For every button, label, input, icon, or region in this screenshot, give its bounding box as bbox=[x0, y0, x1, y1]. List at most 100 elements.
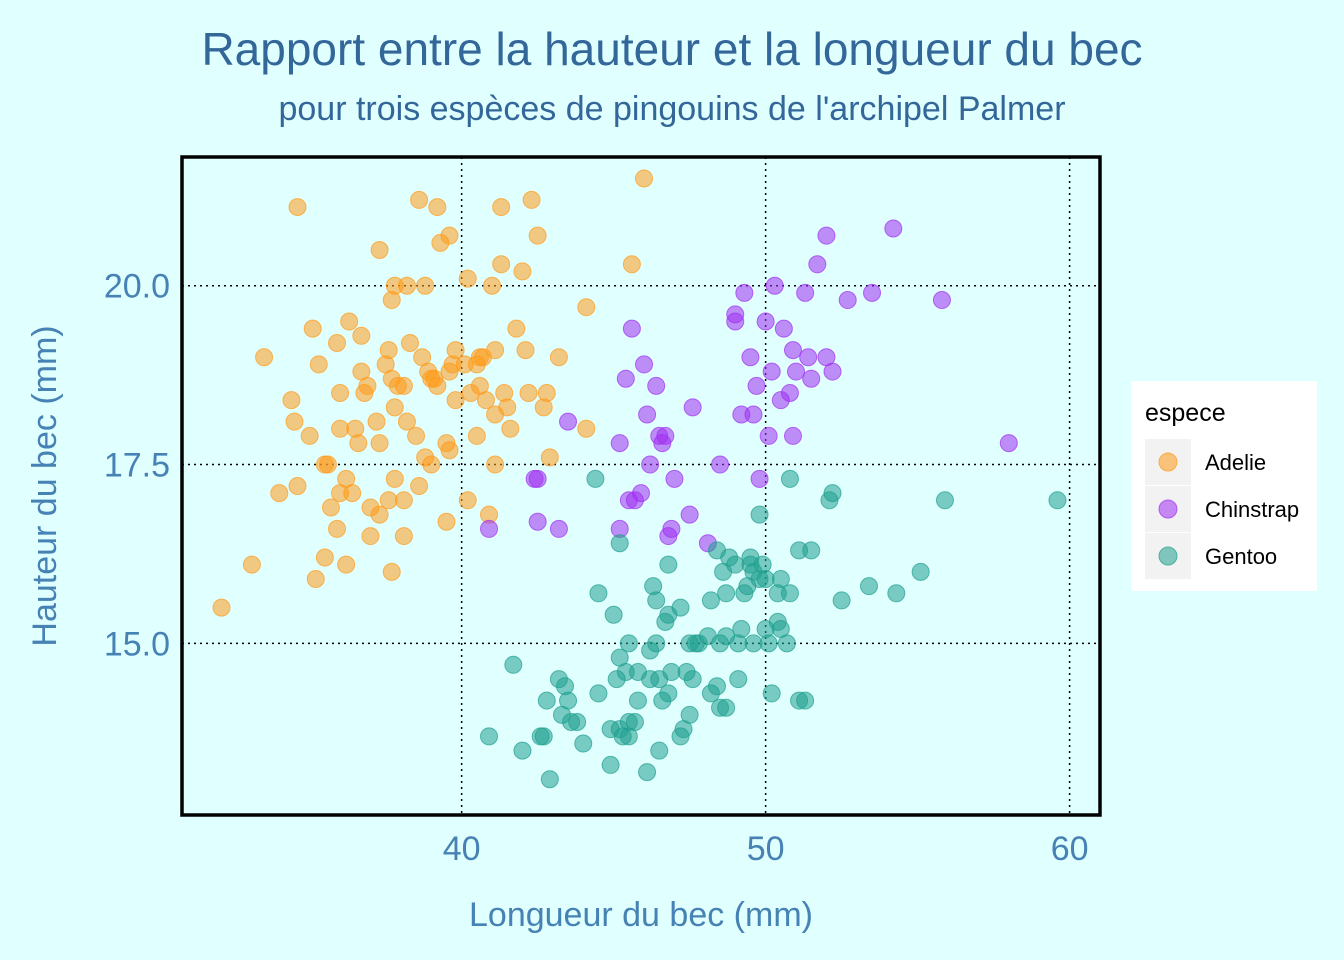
series-chinstrap bbox=[480, 219, 1018, 553]
data-point bbox=[780, 584, 799, 603]
data-point bbox=[440, 226, 459, 245]
data-point bbox=[358, 376, 377, 395]
data-point bbox=[397, 276, 416, 295]
legend-marker bbox=[1158, 546, 1178, 566]
data-point bbox=[370, 505, 389, 524]
data-point bbox=[242, 555, 261, 574]
legend-title: espece bbox=[1145, 399, 1226, 427]
data-point bbox=[255, 348, 274, 367]
data-point bbox=[318, 455, 337, 474]
data-point bbox=[328, 519, 347, 538]
data-point bbox=[528, 512, 547, 531]
data-point bbox=[394, 376, 413, 395]
data-point bbox=[349, 434, 368, 453]
data-point bbox=[647, 591, 666, 610]
data-point bbox=[726, 555, 745, 574]
y-tick-labels: 15.0 17.5 20.0 bbox=[104, 268, 170, 664]
data-point bbox=[428, 198, 447, 217]
data-point bbox=[343, 484, 362, 503]
legend-items: Adelie Chinstrap Gentoo bbox=[1145, 439, 1299, 579]
y-tick-label: 17.5 bbox=[104, 447, 170, 485]
data-point bbox=[379, 341, 398, 360]
data-point bbox=[726, 305, 745, 324]
data-point bbox=[610, 534, 629, 553]
data-point bbox=[422, 455, 441, 474]
data-point bbox=[394, 491, 413, 510]
data-point bbox=[549, 519, 568, 538]
data-point bbox=[568, 713, 587, 732]
data-point bbox=[382, 562, 401, 581]
data-point bbox=[671, 598, 690, 617]
data-point bbox=[285, 412, 304, 431]
data-point bbox=[622, 255, 641, 274]
data-point bbox=[300, 426, 319, 445]
data-point bbox=[397, 412, 416, 431]
data-point bbox=[762, 684, 781, 703]
data-point bbox=[480, 519, 499, 538]
data-point bbox=[212, 598, 231, 617]
data-point bbox=[410, 477, 429, 495]
data-point bbox=[428, 376, 447, 395]
data-point bbox=[385, 469, 404, 488]
data-point bbox=[400, 333, 419, 352]
data-point bbox=[799, 348, 818, 367]
data-point bbox=[859, 577, 878, 596]
series-adelie bbox=[212, 169, 654, 617]
data-point bbox=[832, 591, 851, 610]
data-point bbox=[367, 412, 386, 431]
data-point bbox=[762, 362, 781, 381]
data-point bbox=[638, 763, 657, 782]
data-point bbox=[783, 426, 802, 445]
x-tick-label: 60 bbox=[1051, 830, 1089, 868]
data-point bbox=[577, 419, 596, 438]
data-point bbox=[540, 770, 559, 789]
data-point bbox=[659, 555, 678, 574]
data-point bbox=[665, 469, 684, 488]
data-point bbox=[476, 391, 495, 410]
data-point bbox=[416, 276, 435, 295]
data-point bbox=[586, 469, 605, 488]
data-point bbox=[744, 405, 763, 424]
legend-label: Gentoo bbox=[1205, 544, 1277, 569]
data-point bbox=[534, 727, 553, 746]
data-point bbox=[513, 741, 532, 760]
data-point bbox=[735, 283, 754, 302]
data-point bbox=[610, 434, 629, 453]
data-point bbox=[622, 319, 641, 338]
data-point bbox=[932, 291, 951, 310]
data-point bbox=[771, 569, 790, 588]
data-point bbox=[808, 255, 827, 274]
data-point bbox=[486, 455, 505, 474]
series-gentoo bbox=[480, 469, 1067, 789]
data-point bbox=[628, 691, 647, 710]
data-point bbox=[635, 355, 654, 374]
data-point bbox=[604, 605, 623, 624]
data-point bbox=[504, 655, 523, 674]
data-point bbox=[732, 620, 751, 639]
data-points bbox=[212, 169, 1067, 789]
data-point bbox=[650, 741, 669, 760]
data-point bbox=[817, 226, 836, 245]
data-point bbox=[625, 713, 644, 732]
data-point bbox=[528, 226, 547, 245]
data-point bbox=[796, 283, 815, 302]
chart-subtitle: pour trois espèces de pingouins de l'arc… bbox=[278, 90, 1065, 128]
data-point bbox=[802, 541, 821, 560]
legend-label: Chinstrap bbox=[1205, 497, 1299, 522]
data-point bbox=[331, 419, 350, 438]
data-point bbox=[309, 355, 328, 374]
data-point bbox=[519, 384, 538, 403]
y-tick-label: 15.0 bbox=[104, 625, 170, 663]
data-point bbox=[823, 484, 842, 503]
data-point bbox=[501, 419, 520, 438]
data-point bbox=[680, 705, 699, 724]
data-point bbox=[1048, 491, 1067, 510]
data-point bbox=[410, 190, 429, 209]
data-point bbox=[935, 491, 954, 510]
data-point bbox=[385, 398, 404, 417]
data-point bbox=[559, 691, 578, 710]
legend: espece Adelie Chinstrap Gentoo bbox=[1131, 381, 1317, 591]
data-point bbox=[352, 326, 371, 345]
data-point bbox=[765, 276, 784, 295]
plot-frame bbox=[180, 155, 1102, 817]
